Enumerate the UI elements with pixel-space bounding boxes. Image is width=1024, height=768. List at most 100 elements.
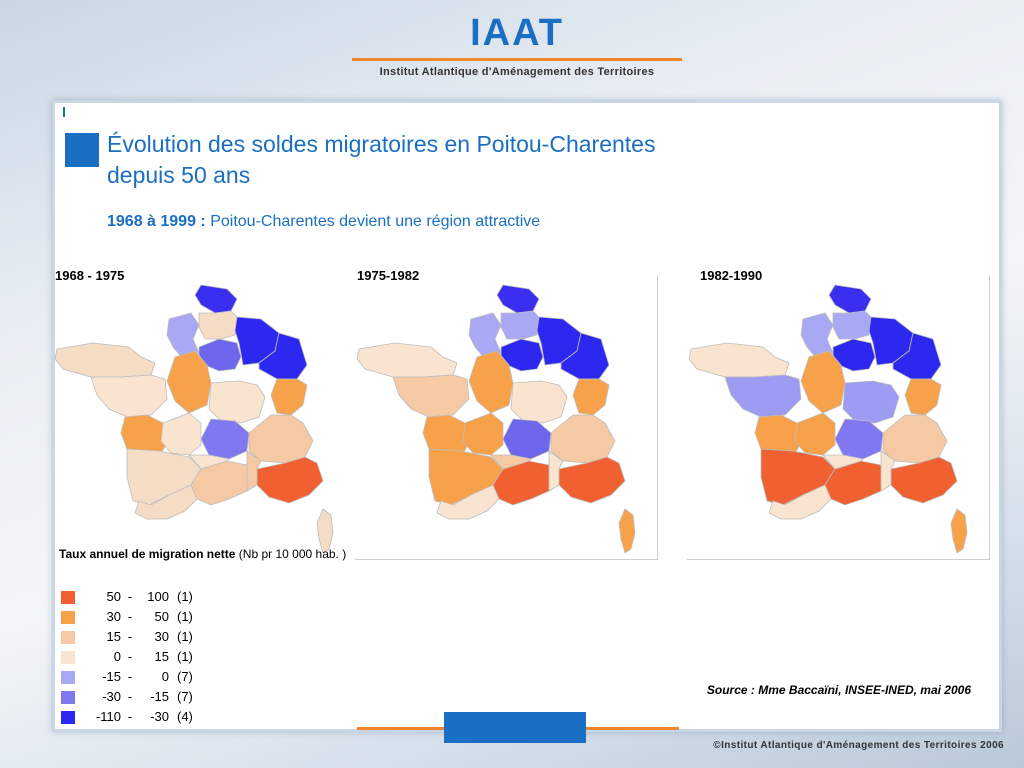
legend-dash: - (127, 589, 133, 604)
map-region (890, 456, 958, 504)
map-frame-3 (687, 275, 990, 560)
map-region (316, 508, 334, 554)
legend-high-value: 50 (154, 609, 169, 624)
map-region (834, 418, 884, 460)
map-region (500, 310, 540, 340)
slide-panel: Évolution des soldes migratoires en Poit… (52, 100, 1002, 732)
logo-mark: IAAT (470, 12, 564, 54)
map-region (270, 378, 308, 416)
logo-divider (352, 58, 682, 61)
iaat-logo: IAAT Institut Atlantique d'Aménagement d… (352, 12, 682, 78)
legend-low-value: 50 (106, 589, 121, 604)
map-region (248, 414, 314, 464)
map-region (436, 484, 500, 520)
legend-high-value: 0 (161, 669, 169, 684)
legend-low-value: -15 (102, 669, 121, 684)
map-region (462, 412, 504, 456)
legend-low-value: -110 (95, 709, 121, 724)
map-region (822, 454, 864, 470)
legend-dash: - (127, 689, 133, 704)
map-region (828, 284, 872, 314)
legend-dash: - (127, 609, 133, 624)
legend-count: (1) (177, 609, 193, 624)
slide-title-line2: depuis 50 ans (107, 162, 251, 188)
map-region (356, 342, 458, 378)
legend-low-value: -30 (102, 689, 121, 704)
legend-high-value: -30 (150, 709, 169, 724)
map-region (842, 380, 900, 424)
legend-count: (7) (177, 669, 193, 684)
legend-dash: - (127, 669, 133, 684)
legend-count: (1) (177, 649, 193, 664)
map-region (510, 380, 568, 424)
subtitle-period: 1968 à 1999 : (107, 213, 206, 230)
map-label-1968-1975: 1968 - 1975 (55, 268, 125, 283)
map-region (194, 284, 238, 314)
map-region (724, 374, 802, 418)
map-region (166, 350, 212, 414)
title-bullet-square (65, 133, 99, 167)
map-region (502, 418, 552, 460)
legend-swatch (61, 591, 75, 604)
map-region (800, 350, 846, 414)
legend-swatch (61, 631, 75, 644)
map-region (490, 454, 532, 470)
map-region (688, 342, 790, 378)
legend-title: Taux annuel de migration nette (Nb pr 10… (59, 547, 346, 562)
map-region (134, 484, 198, 520)
map-region (794, 412, 836, 456)
slide-title-line1: Évolution des soldes migratoires en Poit… (107, 131, 656, 157)
map-region (208, 380, 266, 424)
legend-count: (1) (177, 589, 193, 604)
map-region (198, 310, 238, 340)
map-region (188, 454, 230, 470)
footer-copyright: ©Institut Atlantique d'Aménagement des T… (713, 740, 1004, 751)
map-region (618, 508, 636, 554)
legend-low-value: 15 (106, 629, 121, 644)
map-label-1975-1982: 1975-1982 (357, 268, 420, 283)
legend-count: (7) (177, 689, 193, 704)
legend-low-value: 0 (113, 649, 121, 664)
map-region (832, 310, 872, 340)
region-map-1975-1982 (356, 284, 636, 554)
subtitle-text: Poitou-Charentes devient une région attr… (205, 213, 541, 230)
legend-high-value: 15 (154, 649, 169, 664)
logo-subtitle: Institut Atlantique d'Aménagement des Te… (379, 66, 655, 78)
map-region (558, 456, 626, 504)
legend-dash: - (127, 629, 133, 644)
region-map-1982-1990 (688, 284, 968, 554)
legend-low-value: 30 (106, 609, 121, 624)
legend-high-value: 30 (154, 629, 169, 644)
map-region (768, 484, 832, 520)
legend-swatch (61, 691, 75, 704)
map-region (882, 414, 948, 464)
legend-dash: - (127, 649, 133, 664)
map-region (880, 450, 896, 492)
map-region (392, 374, 470, 418)
map-region (90, 374, 168, 418)
map-region (496, 284, 540, 314)
legend-high-value: 100 (147, 589, 169, 604)
corner-tick (63, 107, 65, 117)
legend-swatch (61, 611, 75, 624)
legend-count: (4) (177, 709, 193, 724)
legend-title-unit: (Nb pr 10 000 hab. ) (235, 547, 347, 561)
map-label-1982-1990: 1982-1990 (700, 268, 763, 283)
map-region (256, 456, 324, 504)
map-frame-2 (355, 275, 658, 560)
map-region (904, 378, 942, 416)
legend-title-strong: Taux annuel de migration nette (59, 547, 236, 561)
legend-swatch (61, 671, 75, 684)
legend-swatch (61, 651, 75, 664)
bottom-blue-bar (444, 712, 586, 743)
map-region (160, 412, 202, 456)
legend-dash: - (127, 709, 133, 724)
region-map-1968-1975 (54, 284, 334, 554)
map-region (200, 418, 250, 460)
map-region (246, 450, 262, 492)
legend-high-value: -15 (150, 689, 169, 704)
source-note: Source : Mme Baccaïni, INSEE-INED, mai 2… (706, 683, 971, 697)
legend-count: (1) (177, 629, 193, 644)
map-region (572, 378, 610, 416)
map-region (950, 508, 968, 554)
